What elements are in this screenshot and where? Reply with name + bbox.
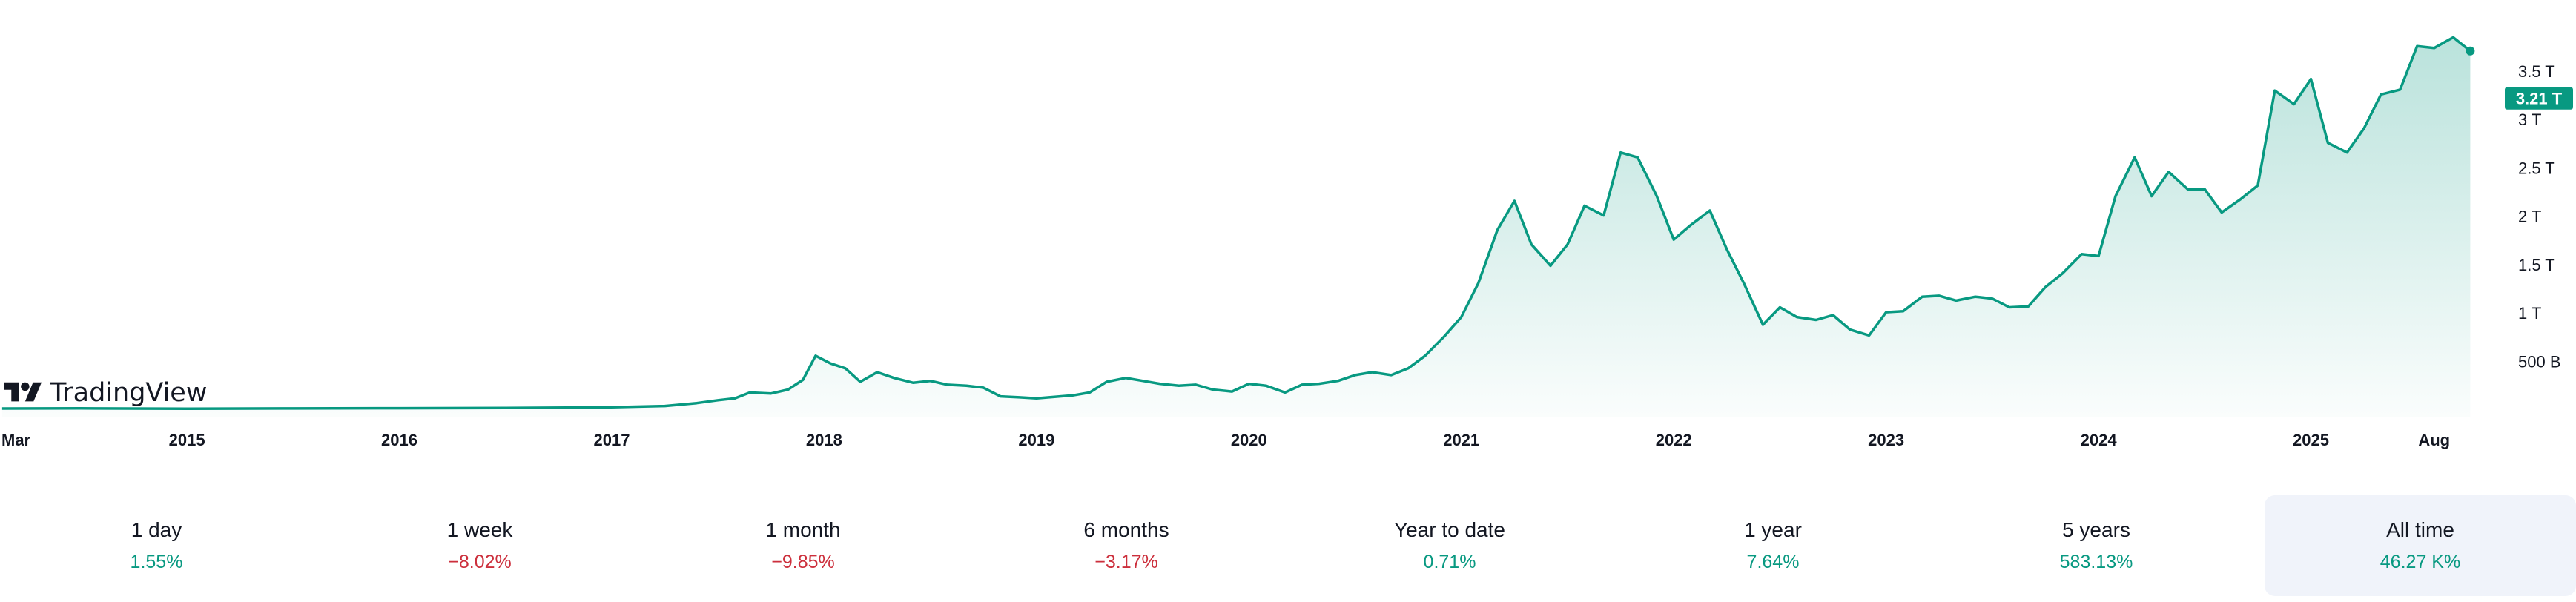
- period-change: 0.71%: [1423, 552, 1476, 572]
- period-label: 6 months: [1083, 518, 1169, 541]
- period-label: All time: [2386, 518, 2454, 541]
- period-label: 1 year: [1744, 518, 1802, 541]
- period-change: 1.55%: [130, 552, 183, 572]
- tradingview-logo[interactable]: TradingView: [0, 371, 207, 415]
- line-layer: [1, 36, 2471, 410]
- x-tick-label: Mar: [1, 431, 31, 449]
- period-change: −9.85%: [771, 552, 835, 572]
- x-tick-label: 2015: [169, 431, 205, 449]
- period-tab-1-month[interactable]: 1 month −9.85%: [647, 495, 959, 596]
- logo-text: TradingView: [50, 378, 208, 408]
- x-tick-label: 2024: [2081, 431, 2118, 449]
- period-label: 1 week: [446, 518, 513, 541]
- x-tick-label: 2017: [594, 431, 630, 449]
- period-change: 583.13%: [2059, 552, 2133, 572]
- area-layer: [1, 37, 2471, 417]
- period-label: 1 day: [131, 518, 182, 541]
- y-tick-label: 1 T: [2518, 304, 2541, 322]
- period-tab-6-months[interactable]: 6 months −3.17%: [971, 495, 1282, 596]
- y-tick-label: 2 T: [2518, 208, 2541, 226]
- x-tick-label: 2022: [1656, 431, 1692, 449]
- period-label: Year to date: [1394, 518, 1505, 541]
- period-change: −3.17%: [1094, 552, 1158, 572]
- last-value-badge: [2505, 87, 2573, 110]
- y-tick-label: 3 T: [2518, 110, 2541, 129]
- x-axis: Mar 2015 2016 2017 2018 2019 2020 2021 2022 2023 2…: [1, 431, 2450, 449]
- period-tab-all-time[interactable]: All time 46.27 K%: [2265, 495, 2576, 596]
- period-label: 1 month: [765, 518, 841, 541]
- period-change: 7.64%: [1746, 552, 1800, 572]
- x-tick-label: 2023: [1868, 431, 1904, 449]
- x-tick-label: 2019: [1018, 431, 1054, 449]
- x-tick-label: 2018: [806, 431, 842, 449]
- y-tick-label: 1.5 T: [2518, 256, 2555, 274]
- last-value-dot: [2466, 46, 2475, 56]
- x-tick-label: 2020: [1231, 431, 1267, 449]
- period-label: 5 years: [2062, 518, 2130, 541]
- x-tick-label: 2016: [381, 431, 417, 449]
- tradingview-logo-icon: [4, 382, 42, 402]
- period-tab-5-years[interactable]: 5 years 583.13%: [1941, 495, 2252, 596]
- y-axis: 500 B 1 T 1.5 T 2 T 2.5 T 3 T 3.5 T: [2518, 62, 2561, 371]
- period-change: −8.02%: [448, 552, 512, 572]
- y-tick-label: 500 B: [2518, 352, 2561, 371]
- period-tab-1-day[interactable]: 1 day 1.55%: [1, 495, 312, 596]
- x-tick-label: 2021: [1443, 431, 1479, 449]
- y-tick-label: 2.5 T: [2518, 159, 2555, 177]
- market-cap-chart[interactable]: 500 B 1 T 1.5 T 2 T 2.5 T 3 T 3.5 T Mar 2015 201…: [0, 0, 2576, 452]
- period-tab-1-year[interactable]: 1 year 7.64%: [1617, 495, 1929, 596]
- x-tick-label: 2025: [2293, 431, 2329, 449]
- period-tab-year-to-date[interactable]: Year to date 0.71%: [1294, 495, 1605, 596]
- last-value-layer: 3.21 T: [2466, 46, 2573, 110]
- period-tab-1-week[interactable]: 1 week −8.02%: [324, 495, 635, 596]
- x-tick-label: Aug: [2418, 431, 2450, 449]
- performance-tabs: 1 day 1.55% 1 week −8.02% 1 month −9.85%…: [0, 495, 2576, 596]
- series-line: [1, 36, 2471, 410]
- chart-canvas[interactable]: 500 B 1 T 1.5 T 2 T 2.5 T 3 T 3.5 T Mar 2015 201…: [0, 0, 2576, 452]
- last-value-label: 3.21 T: [2516, 90, 2563, 108]
- series-area: [1, 37, 2471, 417]
- y-tick-label: 3.5 T: [2518, 62, 2555, 81]
- period-change: 46.27 K%: [2380, 552, 2461, 572]
